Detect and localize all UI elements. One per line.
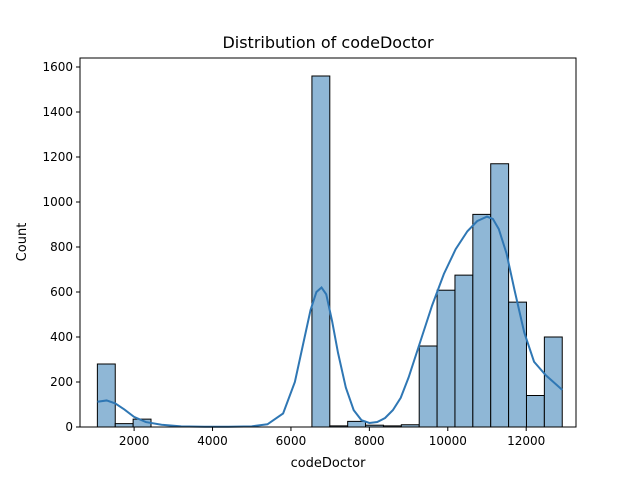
y-tick-label: 1000 — [42, 195, 73, 209]
y-tick-label: 800 — [50, 240, 73, 254]
x-axis-ticks: 2000 4000 6000 8000 10000 12000 — [119, 427, 545, 448]
y-tick-label: 1200 — [42, 150, 73, 164]
chart-title: Distribution of codeDoctor — [222, 33, 433, 52]
y-tick-label: 1400 — [42, 105, 73, 119]
bars-group — [96, 75, 563, 428]
histogram-bar — [347, 420, 367, 428]
histogram-bar — [490, 163, 510, 428]
y-tick-label: 0 — [65, 420, 73, 434]
x-axis-label: codeDoctor — [291, 456, 367, 471]
histogram-bar — [525, 395, 545, 428]
x-tick-label: 12000 — [507, 434, 545, 448]
y-tick-label: 200 — [50, 375, 73, 389]
histogram-bar — [454, 274, 474, 428]
histogram-bar — [311, 75, 331, 428]
y-tick-label: 1600 — [42, 60, 73, 74]
x-tick-label: 6000 — [276, 434, 307, 448]
x-tick-label: 4000 — [197, 434, 228, 448]
kde-curve — [97, 215, 563, 428]
y-tick-label: 600 — [50, 285, 73, 299]
y-axis-label: Count — [15, 223, 30, 262]
histogram-bar — [508, 301, 527, 428]
x-tick-label: 2000 — [119, 434, 150, 448]
plot-frame — [79, 57, 577, 428]
histogram-bar — [472, 213, 492, 428]
x-tick-label: 10000 — [429, 434, 467, 448]
y-tick-label: 400 — [50, 330, 73, 344]
histogram-bar — [418, 345, 438, 428]
histogram-bar — [436, 289, 456, 428]
y-axis-ticks: 0 200 400 600 800 1000 1200 1400 1600 — [42, 60, 80, 434]
histogram-bar — [96, 363, 116, 428]
x-tick-label: 8000 — [354, 434, 385, 448]
